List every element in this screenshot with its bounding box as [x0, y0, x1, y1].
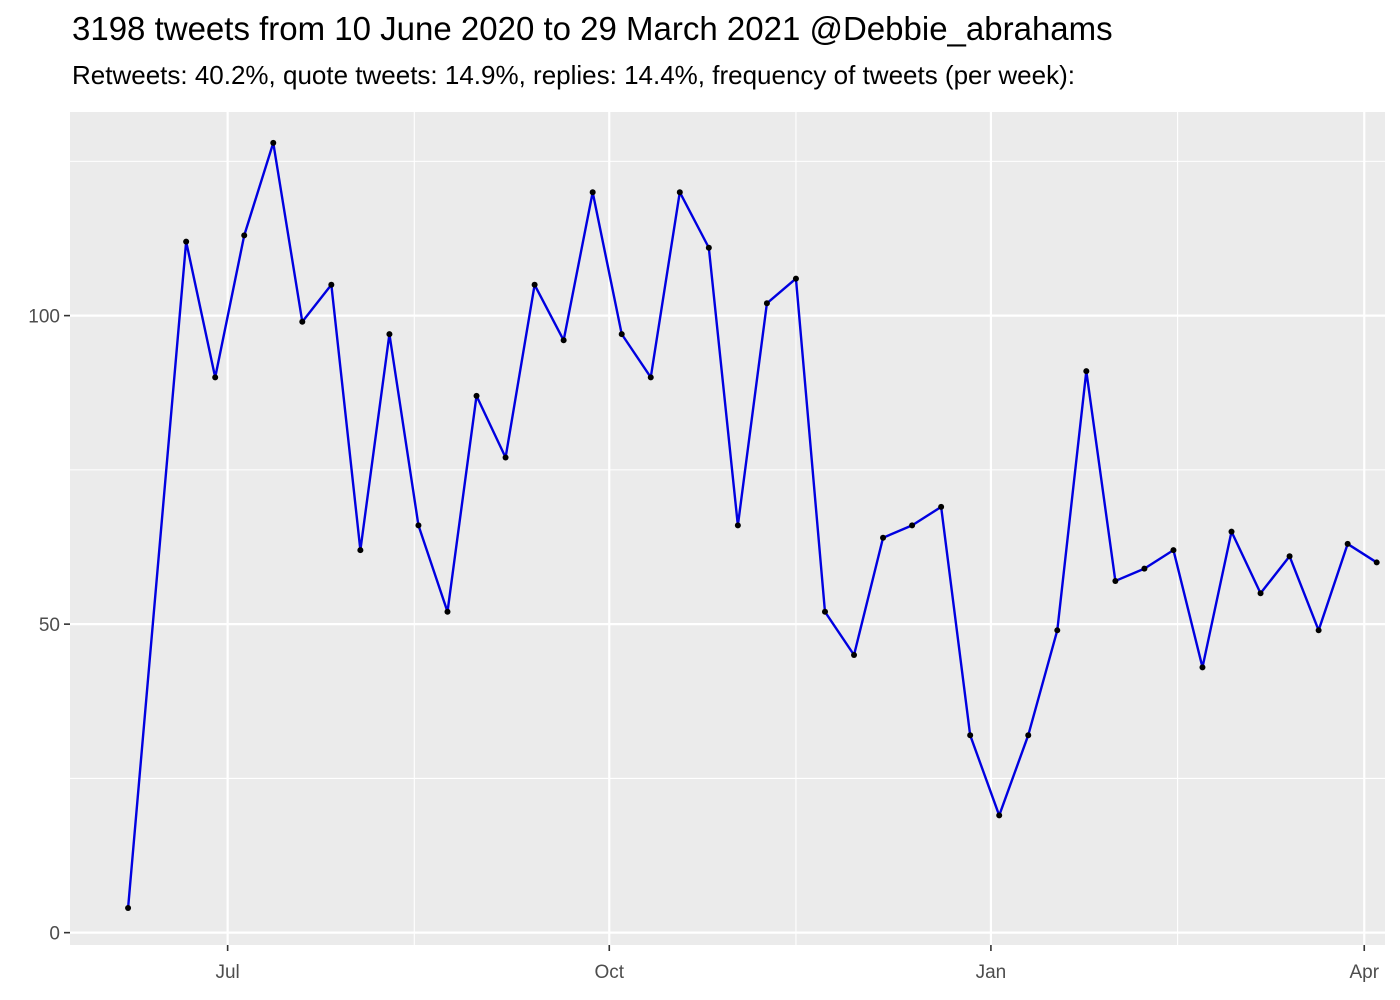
data-point	[851, 651, 858, 658]
data-point	[183, 238, 190, 245]
data-point	[1228, 528, 1235, 535]
data-point	[647, 374, 654, 381]
data-point	[125, 904, 132, 911]
points-layer	[125, 139, 1380, 911]
y-tick-label: 0	[49, 924, 60, 945]
data-point	[880, 534, 887, 541]
data-point	[357, 547, 364, 554]
data-point	[938, 503, 945, 510]
data-point	[1315, 627, 1322, 634]
data-point	[212, 374, 219, 381]
data-point	[1112, 577, 1119, 584]
data-point	[792, 275, 799, 282]
y-tick-label: 50	[39, 615, 60, 636]
data-point	[1257, 590, 1264, 597]
data-point	[386, 331, 393, 338]
data-point	[676, 189, 683, 196]
data-point	[1054, 627, 1061, 634]
data-point	[618, 331, 625, 338]
major-gridlines	[70, 112, 1385, 945]
data-point	[821, 608, 828, 615]
data-point	[967, 732, 974, 739]
data-point	[415, 522, 422, 529]
x-tick-label: Apr	[1349, 962, 1379, 983]
data-point	[1141, 565, 1148, 572]
data-point	[241, 232, 248, 239]
data-point	[328, 281, 335, 288]
data-point	[589, 189, 596, 196]
chart-title: 3198 tweets from 10 June 2020 to 29 Marc…	[72, 10, 1113, 47]
data-point	[1170, 547, 1177, 554]
x-tick-label: Oct	[594, 962, 624, 983]
data-point	[299, 318, 306, 325]
data-point	[1344, 540, 1351, 547]
data-point	[1083, 368, 1090, 375]
data-point	[444, 608, 451, 615]
data-point	[560, 337, 567, 344]
data-point	[705, 244, 712, 251]
axis-labels: 0 50 100 Jul Oct Jan Apr	[28, 307, 1379, 983]
data-point	[909, 522, 916, 529]
data-point	[1025, 732, 1032, 739]
data-point	[473, 392, 480, 399]
minor-gridlines	[70, 112, 1385, 945]
chart-subtitle: Retweets: 40.2%, quote tweets: 14.9%, re…	[72, 60, 1075, 90]
data-point	[531, 281, 538, 288]
data-point	[1199, 664, 1206, 671]
x-tick-label: Jul	[215, 962, 239, 983]
x-tick-label: Jan	[976, 962, 1007, 983]
data-point	[1286, 553, 1293, 560]
y-tick-label: 100	[28, 307, 60, 328]
data-point	[1373, 559, 1380, 566]
plot-panel	[70, 112, 1385, 945]
data-point	[502, 454, 509, 461]
axis-ticks	[64, 314, 1366, 951]
data-point	[270, 139, 277, 146]
data-point	[763, 300, 770, 307]
data-point	[734, 522, 741, 529]
data-point	[996, 812, 1003, 819]
